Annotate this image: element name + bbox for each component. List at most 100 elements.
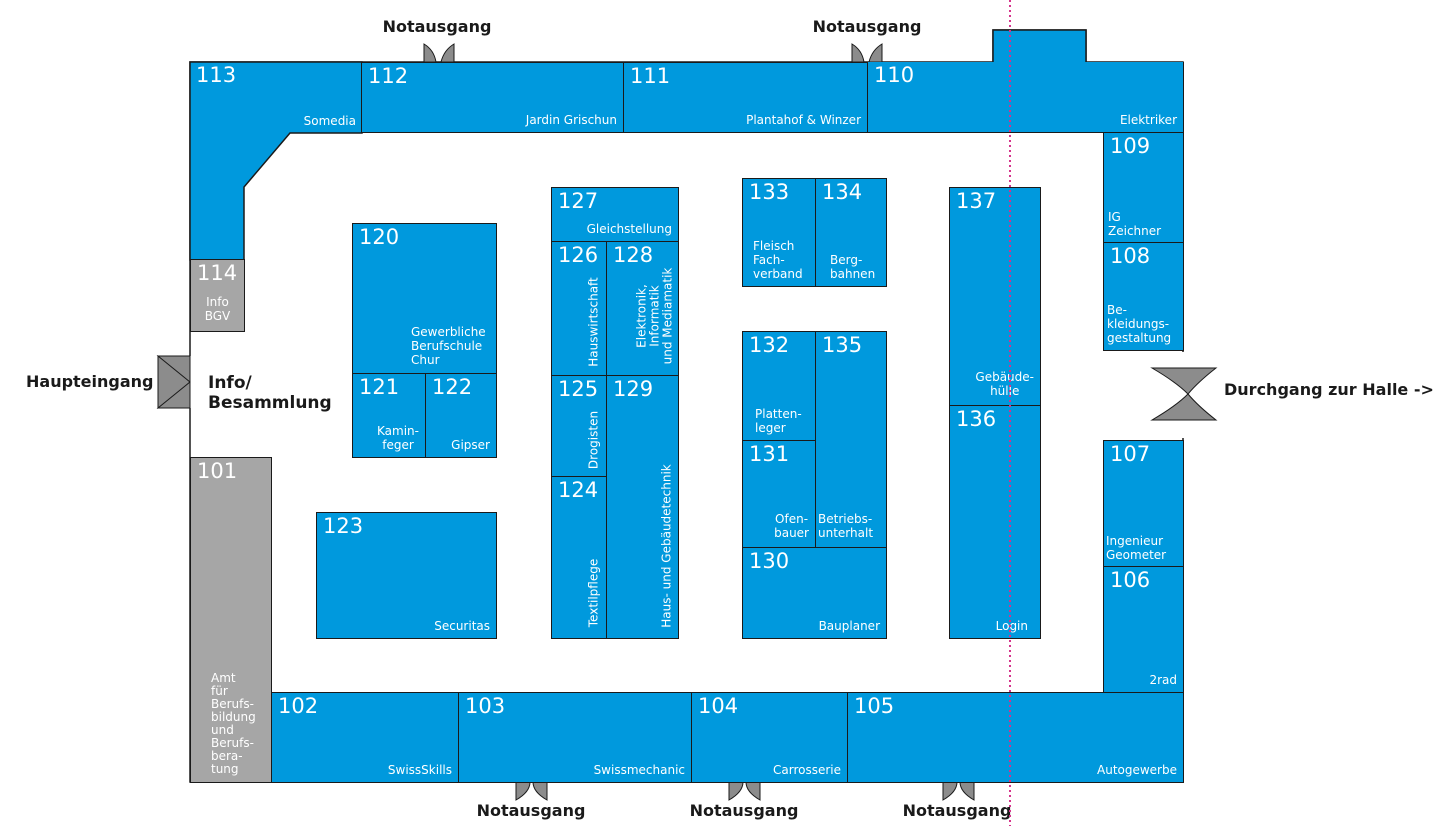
booth-number: 133: [749, 180, 790, 204]
booth-number: 109: [1110, 134, 1151, 158]
booth-number: 120: [359, 225, 400, 249]
booth-number: 131: [749, 442, 790, 466]
booth-number: 130: [749, 549, 790, 573]
booth-label: Bauplaner: [818, 619, 880, 633]
emergency-exit-top-1-label: Notausgang: [382, 17, 492, 36]
booth-label: Be- kleidungs- gestaltung: [1107, 303, 1172, 345]
booth-number: 102: [278, 694, 319, 718]
booth-label: Gleichstellung: [586, 222, 672, 236]
booth-label: Login: [995, 619, 1028, 633]
booth-134[interactable]: 134 Berg- bahnen: [815, 178, 887, 287]
booth-number: 108: [1110, 244, 1151, 268]
booth-label: Amt für Berufs- bildung und Berufs- bera…: [211, 671, 256, 776]
passage-door-icon[interactable]: [1150, 352, 1218, 438]
hall-annex: [992, 29, 1087, 65]
booth-number: 127: [558, 189, 599, 213]
emergency-exit-bottom-2-label: Notausgang: [689, 801, 799, 820]
booth-label: Hauswirtschaft: [586, 277, 601, 367]
booth-label: Elektronik, Informatik und Mediamatik: [634, 267, 675, 365]
booth-number: 137: [956, 189, 997, 213]
booth-107[interactable]: 107 Ingenieur Geometer: [1103, 440, 1184, 567]
booth-number: 110: [874, 63, 915, 87]
booth-114[interactable]: 114 Info BGV: [190, 259, 245, 332]
booth-number: 104: [698, 694, 739, 718]
emergency-exit-top-1-icon[interactable]: [423, 43, 455, 63]
booth-102[interactable]: 102 SwissSkills: [271, 692, 459, 783]
booth-label: Gebäude- hülle: [975, 370, 1034, 398]
booth-number: 136: [956, 407, 997, 431]
booth-number: 114: [197, 261, 238, 285]
booth-112[interactable]: 112 Jardin Grischun: [361, 62, 624, 133]
booth-106[interactable]: 106 2rad: [1103, 566, 1184, 693]
booth-128[interactable]: 128 Elektronik, Informatik und Mediamati…: [606, 241, 679, 376]
booth-label: Jardin Grischun: [525, 113, 617, 127]
booth-label: Gewerbliche Berufschule Chur: [411, 325, 486, 367]
booth-109[interactable]: 109 IG Zeichner: [1103, 132, 1184, 243]
booth-113[interactable]: 113 Somedia: [190, 62, 362, 133]
booth-number: 113: [196, 63, 237, 87]
booth-111[interactable]: 111 Plantahof & Winzer: [623, 62, 868, 133]
booth-136[interactable]: 136 Login: [949, 405, 1041, 639]
booth-label: Haus- und Gebäudetechnik: [659, 464, 674, 628]
emergency-exit-bottom-1-label: Notausgang: [476, 801, 586, 820]
emergency-exit-bottom-2-icon[interactable]: [728, 781, 761, 801]
booth-label: Plantahof & Winzer: [746, 113, 861, 127]
booth-label: Textilpflege: [586, 558, 601, 628]
booth-123[interactable]: 123 Securitas: [316, 512, 497, 639]
booth-130[interactable]: 130 Bauplaner: [742, 547, 887, 639]
booth-label: Ofen- bauer: [774, 512, 809, 540]
booth-129[interactable]: 129 Haus- und Gebäudetechnik: [606, 375, 679, 639]
booth-number: 105: [854, 694, 895, 718]
booth-105[interactable]: 105 Autogewerbe: [847, 692, 1184, 783]
booth-number: 124: [558, 478, 599, 502]
booth-label: Drogisten: [586, 410, 601, 470]
booth-133[interactable]: 133 Fleisch Fach- verband: [742, 178, 816, 287]
booth-number: 135: [822, 333, 863, 357]
booth-label: Info BGV: [204, 295, 231, 323]
booth-label: Securitas: [434, 619, 490, 633]
main-entrance-door-icon[interactable]: [156, 355, 194, 409]
booth-101[interactable]: 101 Amt für Berufs- bildung und Berufs- …: [190, 457, 272, 783]
booth-127[interactable]: 127 Gleichstellung: [551, 187, 679, 242]
booth-label: 2rad: [1149, 673, 1177, 687]
booth-label: Elektriker: [1119, 113, 1177, 127]
booth-label: Fleisch Fach- verband: [753, 239, 803, 281]
booth-108[interactable]: 108 Be- kleidungs- gestaltung: [1103, 242, 1184, 351]
booth-120[interactable]: 120 Gewerbliche Berufschule Chur: [352, 223, 497, 374]
booth-label: Berg- bahnen: [830, 253, 876, 281]
booth-number: 106: [1110, 568, 1151, 592]
booth-label: Ingenieur Geometer: [1106, 534, 1167, 562]
main-entrance-label: Haupteingang: [26, 372, 154, 391]
booth-label: IG Zeichner: [1108, 210, 1162, 238]
booth-label: Platten- leger: [755, 407, 802, 435]
booth-number: 103: [465, 694, 506, 718]
booth-126[interactable]: 126 Hauswirtschaft: [551, 241, 607, 376]
booth-number: 111: [630, 64, 671, 88]
booth-122[interactable]: 122 Gipser: [425, 373, 497, 458]
booth-135[interactable]: 135 Betriebs- unterhalt: [815, 331, 887, 548]
booth-number: 128: [613, 243, 654, 267]
booth-132[interactable]: 132 Platten- leger: [742, 331, 816, 441]
booth-131[interactable]: 131 Ofen- bauer: [742, 440, 816, 548]
booth-label: Swissmechanic: [593, 763, 685, 777]
booth-104[interactable]: 104 Carrosserie: [691, 692, 848, 783]
booth-number: 132: [749, 333, 790, 357]
emergency-exit-bottom-3-label: Notausgang: [902, 801, 1012, 820]
booth-number: 134: [822, 180, 863, 204]
booth-number: 129: [613, 377, 654, 401]
booth-137[interactable]: 137 Gebäude- hülle: [949, 187, 1041, 406]
booth-label: SwissSkills: [387, 763, 452, 777]
booth-number: 101: [197, 459, 238, 483]
booth-label: Kamin- feger: [377, 424, 419, 452]
booth-number: 121: [359, 375, 400, 399]
booth-110[interactable]: 110 Elektriker: [867, 62, 1184, 133]
booth-label: Betriebs- unterhalt: [818, 512, 874, 540]
booth-121[interactable]: 121 Kamin- feger: [352, 373, 426, 458]
booth-label: Gipser: [451, 438, 490, 452]
booth-125[interactable]: 125 Drogisten: [551, 375, 607, 477]
booth-124[interactable]: 124 Textilpflege: [551, 476, 607, 639]
booth-103[interactable]: 103 Swissmechanic: [458, 692, 692, 783]
booth-label: Carrosserie: [772, 763, 841, 777]
emergency-exit-top-2-label: Notausgang: [812, 17, 922, 36]
booth-number: 125: [558, 377, 599, 401]
